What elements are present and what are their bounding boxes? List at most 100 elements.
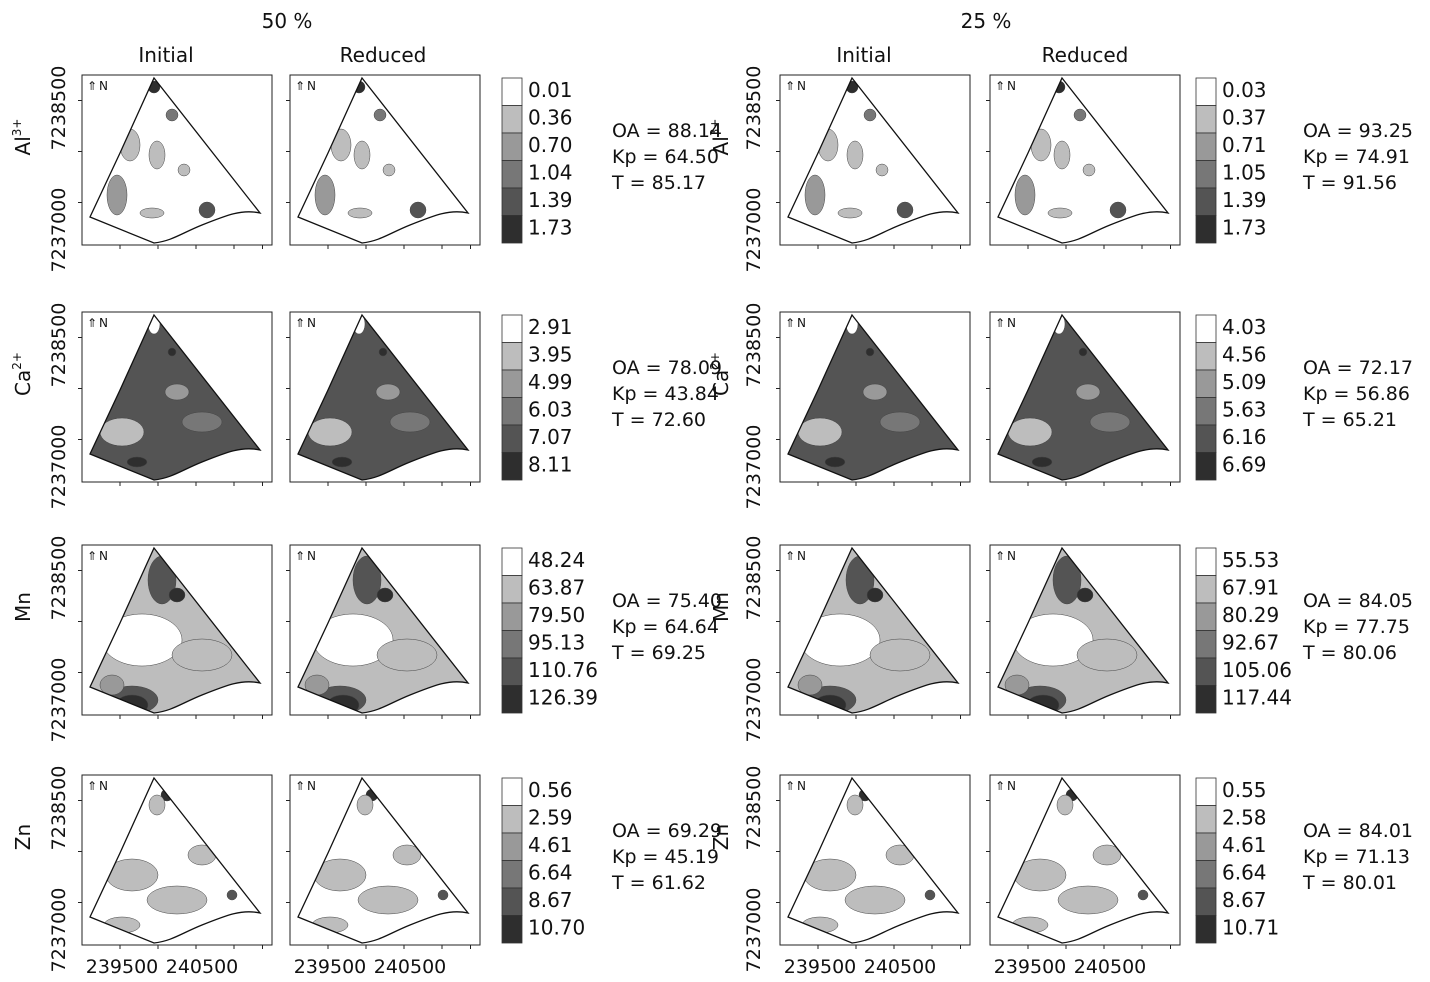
legend-label: 0.71 [1222, 133, 1267, 157]
y-tick-label: 7237000 [743, 425, 765, 510]
row-label-sup: 3+ [10, 119, 24, 137]
accuracy-stat: T = 80.01 [1302, 872, 1397, 894]
x-tick-label: 240500 [166, 956, 239, 978]
row-label: Al3+ [10, 119, 35, 156]
north-arrow: ⇑ [785, 316, 795, 330]
legend-swatch [1196, 343, 1216, 371]
row-label: Mn [11, 592, 35, 622]
y-tick-label: 7237000 [48, 425, 70, 510]
legend-swatch [1196, 631, 1216, 659]
contour-zone [410, 202, 426, 218]
legend-swatch [502, 188, 522, 216]
row-label-text: Al [11, 136, 35, 155]
row-label-text: Mn [709, 592, 733, 622]
north-arrow: ⇑ [295, 316, 305, 330]
legend-label: 3.95 [528, 343, 573, 367]
contour-zone [805, 175, 825, 215]
contour-zone [825, 457, 845, 467]
legend-swatch [502, 806, 522, 834]
legend-label: 7.07 [528, 425, 573, 449]
legend-swatch [502, 686, 522, 714]
x-tick-label: 239500 [994, 956, 1067, 978]
column-title: Initial [138, 43, 193, 67]
contour-zone [870, 639, 930, 671]
legend-swatch [502, 78, 522, 106]
legend-label: 55.53 [1222, 548, 1279, 572]
y-tick-label: 7237000 [48, 888, 70, 973]
legend-swatch [502, 548, 522, 576]
map-panel: ⇑N [776, 75, 970, 249]
contour-zone [863, 384, 887, 400]
accuracy-stat: T = 80.06 [1302, 642, 1397, 664]
legend-swatch [1196, 106, 1216, 134]
column-title: Reduced [1042, 43, 1129, 67]
legend-swatch [1196, 216, 1216, 244]
legend-swatch [1196, 453, 1216, 481]
legend-swatch [502, 161, 522, 189]
contour-zone [880, 412, 920, 432]
contour-zone [107, 175, 127, 215]
north-label: N [307, 549, 316, 563]
north-arrow: ⇑ [995, 316, 1005, 330]
figure: 50 %InitialReducedAl3+72385007237000⇑N⇑N… [0, 0, 1430, 978]
legend-swatch [1196, 658, 1216, 686]
legend-swatch [502, 603, 522, 631]
contour-zone [100, 418, 144, 446]
accuracy-stat: OA = 84.05 [1303, 590, 1413, 612]
accuracy-stat: T = 65.21 [1302, 409, 1397, 431]
contour-zone [358, 886, 418, 914]
contour-zone [925, 890, 935, 900]
contour-zone [1008, 418, 1052, 446]
row-label-text: Zn [11, 824, 35, 850]
north-label: N [99, 79, 108, 93]
north-label: N [797, 316, 806, 330]
accuracy-stat: OA = 88.14 [612, 120, 722, 142]
legend-label: 0.37 [1222, 106, 1267, 130]
y-tick-label: 7237000 [743, 188, 765, 273]
contour-zone [149, 141, 165, 169]
contour-zone [1058, 886, 1118, 914]
accuracy-stat: T = 91.56 [1302, 172, 1397, 194]
row-label-sup: 2+ [10, 352, 24, 370]
y-tick-label: 7238500 [743, 766, 765, 851]
north-arrow: ⇑ [87, 779, 97, 793]
contour-zone [308, 418, 352, 446]
legend-label: 4.03 [1222, 315, 1267, 339]
legend-label: 4.61 [528, 833, 573, 857]
legend-label: 1.73 [1222, 216, 1267, 240]
contour-zone [1076, 384, 1100, 400]
legend-swatch [1196, 548, 1216, 576]
row-label: Mn [709, 592, 733, 622]
accuracy-stat: OA = 72.17 [1303, 357, 1413, 379]
accuracy-stat: Kp = 64.50 [612, 146, 719, 168]
legend-label: 8.67 [528, 888, 573, 912]
row-label: Al3+ [708, 119, 733, 156]
contour-zone [867, 588, 883, 602]
legend-swatch [502, 398, 522, 426]
accuracy-stat: Kp = 43.84 [612, 383, 719, 405]
row-label: Zn [11, 824, 35, 850]
legend-label: 6.03 [528, 398, 573, 422]
legend-label: 2.91 [528, 315, 573, 339]
contour-zone [140, 208, 164, 218]
legend-swatch [502, 916, 522, 944]
legend-swatch [1196, 686, 1216, 714]
north-label: N [797, 79, 806, 93]
north-label: N [797, 779, 806, 793]
map-panel: ⇑N [78, 775, 272, 949]
legend-label: 1.05 [1222, 161, 1267, 185]
contour-zone [348, 208, 372, 218]
row-label-sup: 2+ [708, 352, 722, 370]
row-label: Ca2+ [10, 352, 35, 396]
y-tick-label: 7238500 [743, 303, 765, 388]
column-title: Initial [836, 43, 891, 67]
legend-swatch [502, 343, 522, 371]
accuracy-stat: OA = 93.25 [1303, 120, 1413, 142]
map-panel: ⇑N [776, 312, 970, 486]
legend-swatch [1196, 188, 1216, 216]
north-label: N [99, 779, 108, 793]
legend-swatch [1196, 861, 1216, 889]
y-tick-label: 7238500 [48, 766, 70, 851]
legend-label: 6.64 [528, 861, 573, 885]
accuracy-stat: OA = 78.09 [612, 357, 722, 379]
